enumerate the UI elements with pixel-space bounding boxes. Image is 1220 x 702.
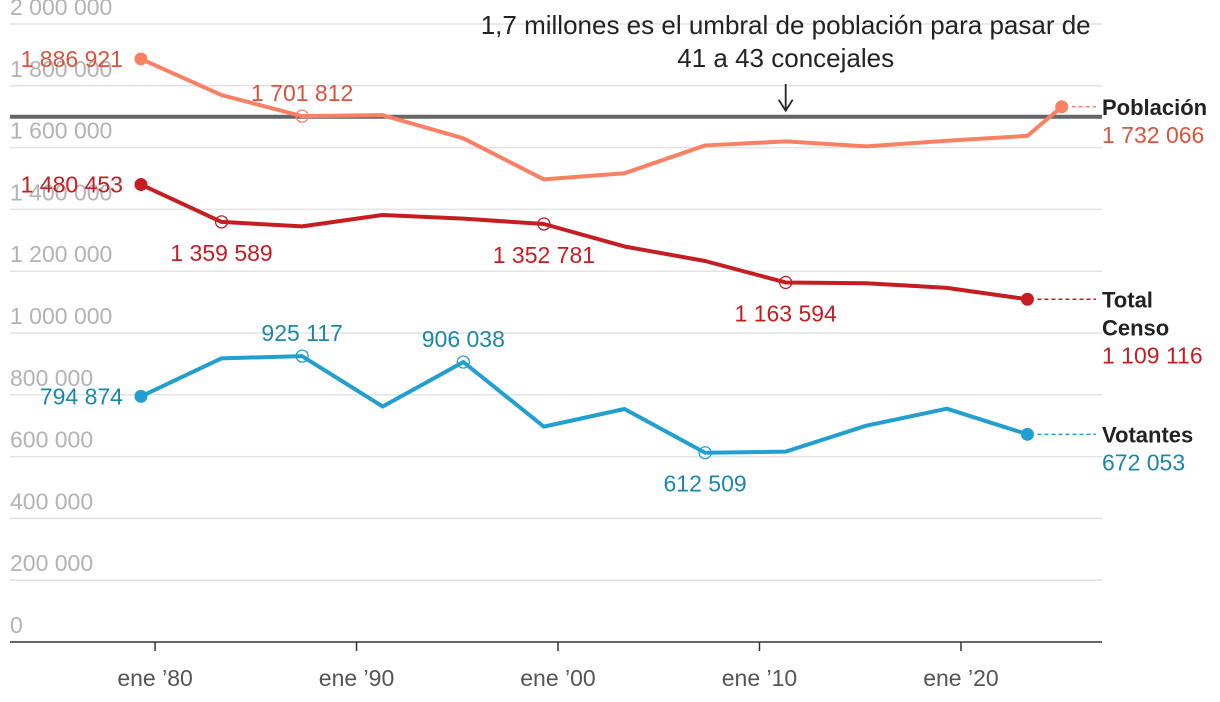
data-label-total-censo: 1 352 781 — [493, 242, 595, 268]
series-start-dot-total-censo — [134, 178, 148, 192]
series-name-poblacion: Población — [1102, 95, 1207, 120]
data-label-votantes: 906 038 — [422, 326, 505, 352]
reference-annotation-line: 1,7 millones es el umbral de población p… — [481, 10, 1091, 40]
series-end-value-votantes: 672 053 — [1102, 449, 1185, 475]
y-tick-label: 800 000 — [10, 365, 93, 391]
data-label-total-censo: 1 480 453 — [21, 172, 123, 198]
x-tick-label: ene ’80 — [117, 665, 192, 691]
series-group — [134, 52, 1069, 460]
series-name-votantes: Votantes — [1102, 422, 1193, 447]
data-label-total-censo: 1 359 589 — [170, 240, 272, 266]
y-tick-label: 400 000 — [10, 488, 93, 514]
series-marker-votantes — [295, 349, 309, 363]
gridlines — [10, 23, 1102, 581]
series-name-total-censo: Total — [1102, 287, 1153, 312]
y-tick-label: 1 200 000 — [10, 241, 112, 267]
y-tick-label: 2 000 000 — [10, 0, 112, 20]
series-marker-total-censo — [214, 215, 229, 229]
reference-annotation-line: 41 a 43 concejales — [677, 43, 894, 73]
annotation-arrow-head — [777, 99, 794, 113]
reference-line-group: 1,7 millones es el umbral de población p… — [10, 10, 1102, 119]
series-marker-poblacion — [295, 109, 309, 123]
series-end-value-total-censo: 1 109 116 — [1102, 342, 1203, 368]
series-marker-votantes — [698, 446, 712, 460]
data-labels: 1 886 921 1 701 812 1 480 453 1 359 589 1 35… — [21, 46, 837, 497]
x-tick-label: ene ’00 — [520, 665, 595, 691]
series-end-dot-votantes — [1020, 427, 1034, 441]
data-label-poblacion: 1 701 812 — [251, 80, 353, 106]
x-axis: ene ’80 ene ’90 ene ’00 ene ’10 ene ’20 — [10, 641, 1102, 691]
y-tick-label: 1 400 000 — [10, 179, 112, 205]
series-marker-total-censo — [537, 217, 551, 231]
data-label-votantes: 794 874 — [40, 383, 123, 409]
series-marker-votantes — [456, 355, 470, 369]
x-tick-label: ene ’10 — [722, 665, 797, 691]
y-tick-label: 600 000 — [10, 427, 93, 453]
series-name-total-censo: Censo — [1102, 315, 1169, 340]
series-end-dot-poblacion — [1055, 100, 1069, 114]
y-tick-label: 1 000 000 — [10, 303, 112, 329]
series-start-dot-poblacion — [134, 52, 148, 66]
x-tick-label: ene ’20 — [923, 665, 998, 691]
data-label-votantes: 612 509 — [664, 471, 747, 497]
y-tick-label: 200 000 — [10, 550, 93, 576]
data-label-total-censo: 1 163 594 — [735, 300, 838, 326]
data-label-votantes: 925 117 — [261, 320, 342, 346]
series-marker-total-censo — [779, 275, 793, 290]
series-start-dot-votantes — [134, 389, 148, 403]
series-line-votantes — [138, 354, 1030, 455]
y-tick-label: 0 — [10, 612, 23, 638]
data-label-poblacion: 1 886 921 — [21, 46, 123, 72]
series-line-poblacion — [138, 56, 1064, 182]
y-tick-label: 1 800 000 — [10, 56, 112, 82]
y-axis-ticks: 0 200 000 400 000 600 000 800 000 1 000 000 1 … — [10, 0, 112, 638]
series-line-total-censo — [138, 182, 1030, 302]
series-end-dot-total-censo — [1020, 292, 1034, 306]
series-end-value-poblacion: 1 732 066 — [1102, 122, 1204, 148]
x-tick-label: ene ’90 — [319, 665, 394, 691]
y-tick-label: 1 600 000 — [10, 118, 112, 144]
